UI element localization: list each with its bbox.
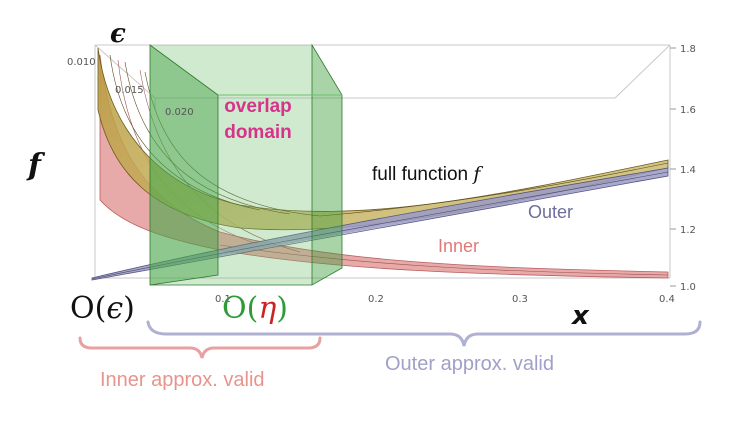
f-tick-label: 1.4 <box>680 165 696 176</box>
x-axis-ticks: 0.1 0.2 0.3 0.4 <box>215 294 675 305</box>
plot-bounding-box <box>94 44 671 279</box>
full-function-surface <box>97 47 669 231</box>
f-tick-label: 1.2 <box>680 225 696 236</box>
full-function-f: f <box>471 163 483 185</box>
outer-label: Outer <box>528 202 573 222</box>
order-epsilon-close: ) <box>123 291 135 326</box>
epsilon-axis-label: ϵ <box>110 19 126 49</box>
inner-validity-label: Inner approx. valid <box>100 369 265 391</box>
order-eta-O: O( <box>222 291 258 326</box>
eps-tick-label: 0.015 <box>115 85 144 96</box>
inner-validity-brace <box>78 336 322 359</box>
order-epsilon-symbol: ϵ <box>106 291 123 326</box>
order-eta-symbol: η <box>258 291 276 326</box>
outer-validity-brace <box>146 320 702 347</box>
order-epsilon-label: O(ϵ) <box>70 291 135 326</box>
x-tick-label: 0.1 <box>215 294 231 305</box>
order-eta-label: O(η) <box>222 291 288 326</box>
outer-validity-label: Outer approx. valid <box>385 353 554 375</box>
x-axis-label: x <box>570 301 590 331</box>
inner-label: Inner <box>438 236 479 256</box>
overlap-domain-region <box>149 43 343 286</box>
eps-tick-label: 0.010 <box>67 57 96 68</box>
x-tick-label: 0.4 <box>659 294 675 305</box>
epsilon-axis-ticks: 0.010 0.015 0.020 <box>67 57 194 118</box>
overlap-label-line1: overlap <box>224 96 292 117</box>
overlap-label-line2: domain <box>224 122 292 143</box>
eps-tick-label: 0.020 <box>165 107 194 118</box>
full-function-label: full function f <box>372 163 483 185</box>
f-tick-label: 1.0 <box>680 282 696 293</box>
x-tick-label: 0.2 <box>368 294 384 305</box>
f-tick-label: 1.6 <box>680 105 696 116</box>
f-axis-ticks: 1.8 1.6 1.4 1.2 1.0 <box>670 44 696 293</box>
order-eta-close: ) <box>276 291 288 326</box>
order-epsilon-O: O( <box>70 291 106 326</box>
full-function-text: full function <box>372 164 473 185</box>
f-tick-label: 1.8 <box>680 44 696 55</box>
x-tick-label: 0.3 <box>512 294 528 305</box>
f-axis-label: f <box>26 148 46 183</box>
